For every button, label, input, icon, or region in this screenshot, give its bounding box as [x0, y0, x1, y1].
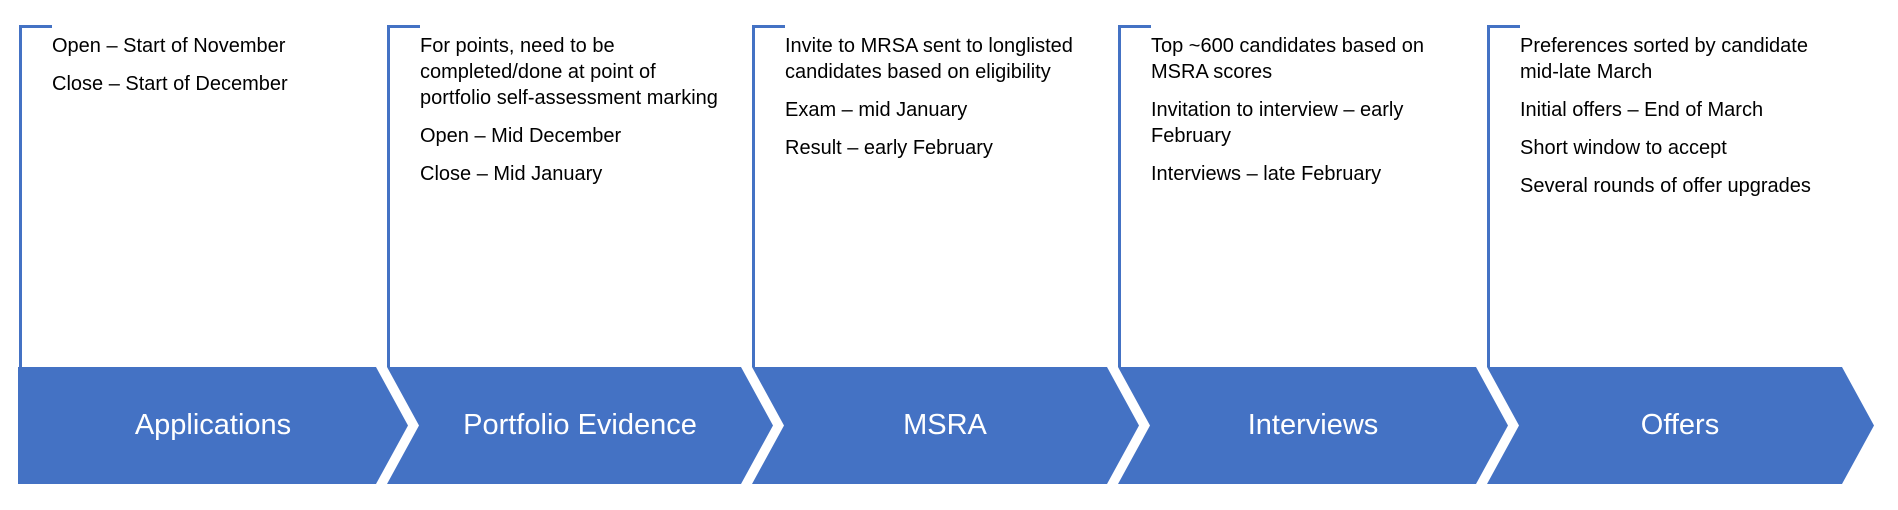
- stage-note-text: Preferences sorted by candidate mid-late…: [1520, 33, 1832, 211]
- stage-label-offers: Offers: [1640, 409, 1720, 441]
- note-paragraph: Open – Start of November: [52, 35, 286, 57]
- stage-label-applications: Applications: [134, 409, 292, 441]
- chevron-segment-applications: [18, 367, 408, 484]
- bracket-icon: [752, 25, 785, 367]
- stage-label-portfolio-evidence: Portfolio Evidence: [463, 409, 697, 441]
- note-paragraph: Preferences sorted by candidate mid-late…: [1520, 35, 1808, 83]
- chevron-segment-portfolio-evidence: [387, 367, 773, 484]
- chevron-segment-msra: [752, 367, 1139, 484]
- note-paragraph: Invitation to interview – early February: [1151, 99, 1404, 147]
- chevron-segment-interviews: [1118, 367, 1508, 484]
- chevron-band: [18, 367, 1874, 484]
- stage-note-text: Open – Start of November Close – Start o…: [52, 33, 364, 109]
- chevron-segment-offers: [1487, 367, 1874, 484]
- stage-note-text: Top ~600 candidates based on MSRA scores…: [1151, 33, 1463, 199]
- note-paragraph: Close – Start of December: [52, 73, 288, 95]
- note-paragraph: Interviews – late February: [1151, 163, 1382, 185]
- note-paragraph: Exam – mid January: [785, 99, 968, 121]
- note-paragraph: Short window to accept: [1520, 137, 1727, 159]
- stage-label-interviews: Interviews: [1247, 409, 1379, 441]
- note-paragraph: Initial offers – End of March: [1520, 99, 1764, 121]
- note-paragraph: Result – early February: [785, 137, 993, 159]
- note-paragraph: Open – Mid December: [420, 125, 622, 147]
- stage-note-text: Invite to MRSA sent to longlisted candid…: [785, 33, 1097, 173]
- note-paragraph: Several rounds of offer upgrades: [1520, 175, 1811, 197]
- note-paragraph: Close – Mid January: [420, 163, 603, 185]
- stage-note-text: For points, need to be completed/done at…: [420, 33, 732, 199]
- bracket-icon: [19, 25, 52, 367]
- bracket-icon: [1118, 25, 1151, 367]
- note-paragraph: Top ~600 candidates based on MSRA scores: [1151, 35, 1424, 83]
- note-paragraph: For points, need to be completed/done at…: [420, 35, 718, 109]
- bracket-icon: [387, 25, 420, 367]
- bracket-icon: [1487, 25, 1520, 367]
- stage-label-msra: MSRA: [903, 409, 987, 441]
- note-paragraph: Invite to MRSA sent to longlisted candid…: [785, 35, 1073, 83]
